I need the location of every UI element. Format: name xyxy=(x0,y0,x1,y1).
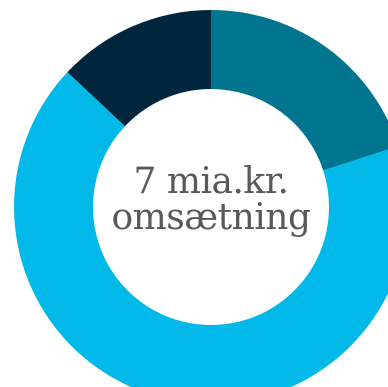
center-label: 7 mia.kr. omsætning xyxy=(111,161,311,238)
donut-slice-2 xyxy=(14,72,388,387)
donut-slice-1 xyxy=(211,10,388,171)
center-label-line-2: omsætning xyxy=(111,197,310,238)
donut-slices xyxy=(14,10,388,387)
center-label-line-1: 7 mia.kr. xyxy=(134,161,289,202)
donut-slice-3 xyxy=(67,10,211,127)
